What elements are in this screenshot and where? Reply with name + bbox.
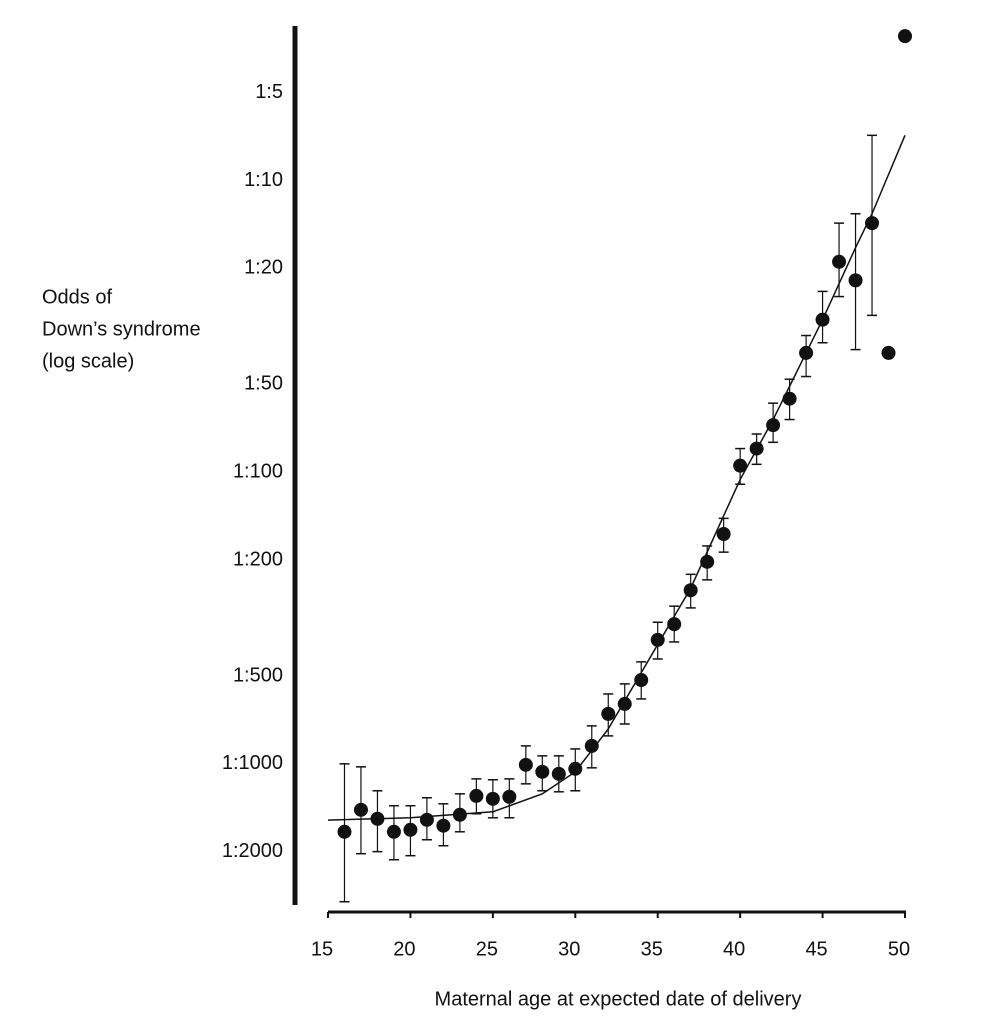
data-point <box>683 583 698 598</box>
x-tick-label: 25 <box>476 938 498 960</box>
y-tick-label: 1:500 <box>233 664 283 686</box>
data-point <box>535 764 550 779</box>
x-tick-label: 40 <box>723 938 745 960</box>
data-point <box>700 554 715 569</box>
data-point <box>584 738 599 753</box>
data-point <box>403 822 418 837</box>
data-point <box>419 812 434 827</box>
data-point <box>518 757 533 772</box>
y-tick-label: 1:10 <box>244 169 283 191</box>
y-axis-title: Odds of <box>42 286 112 308</box>
x-tick-label: 45 <box>805 938 827 960</box>
x-tick-label: 30 <box>558 938 580 960</box>
x-tick-label: 50 <box>888 938 910 960</box>
data-point <box>485 791 500 806</box>
data-point <box>634 673 649 688</box>
data-point <box>650 632 665 647</box>
x-tick-label: 35 <box>641 938 663 960</box>
data-point <box>716 527 731 542</box>
data-point <box>733 458 748 473</box>
data-point <box>353 802 368 817</box>
outlier-point <box>881 345 896 360</box>
x-tick-label: 15 <box>311 938 333 960</box>
y-tick-label: 1:100 <box>233 460 283 482</box>
data-point <box>865 216 880 231</box>
fit-curve <box>327 135 906 821</box>
data-point <box>782 391 797 406</box>
data-point <box>386 824 401 839</box>
data-point <box>799 345 814 360</box>
data-point <box>436 818 451 833</box>
data-point <box>469 788 484 803</box>
data-point <box>766 418 781 433</box>
data-point <box>667 617 682 632</box>
y-tick-label: 1:200 <box>233 548 283 570</box>
data-point <box>568 761 583 776</box>
data-point <box>848 273 863 288</box>
y-axis-title: (log scale) <box>42 350 134 372</box>
y-tick-label: 1:50 <box>244 373 283 395</box>
outlier-point <box>898 29 912 44</box>
data-point <box>815 312 830 327</box>
y-tick-label: 1:2000 <box>222 840 283 862</box>
data-point <box>601 706 616 721</box>
y-tick-label: 1:1000 <box>222 752 283 774</box>
x-axis-title: Maternal age at expected date of deliver… <box>435 988 802 1010</box>
data-point <box>617 696 632 711</box>
data-point <box>370 811 385 826</box>
y-tick-label: 1:20 <box>244 257 283 279</box>
data-point <box>502 789 517 804</box>
data-point <box>337 824 352 839</box>
data-point <box>749 441 764 456</box>
data-point <box>551 766 566 781</box>
y-axis-title: Down’s syndrome <box>42 318 201 340</box>
x-tick-label: 20 <box>393 938 415 960</box>
data-point <box>832 254 847 269</box>
y-tick-label: 1:5 <box>255 81 283 103</box>
data-point <box>452 807 467 822</box>
